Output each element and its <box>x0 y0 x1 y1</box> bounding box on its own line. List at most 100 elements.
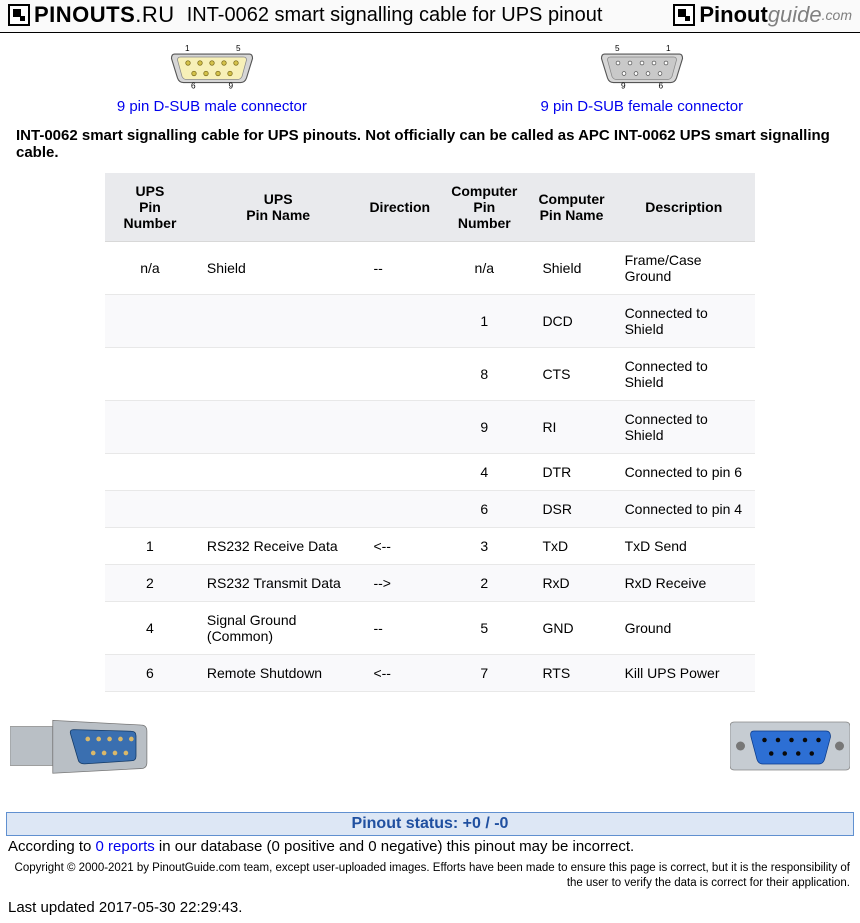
table-cell: TxD Send <box>613 528 755 565</box>
table-cell: RTS <box>530 655 612 692</box>
logo-square-icon <box>8 4 30 26</box>
socket-icon <box>783 751 788 756</box>
page-header: PINOUTS.RU INT-0062 smart signalling cab… <box>0 0 860 33</box>
logo-guide-text: guide <box>768 2 822 28</box>
table-col-header: Description <box>613 173 755 242</box>
logo-pinouts-ru[interactable]: PINOUTS.RU <box>8 2 175 28</box>
table-cell: 6 <box>438 491 530 528</box>
table-cell: --> <box>361 565 438 602</box>
table-cell: Connected to Shield <box>613 401 755 454</box>
socket-icon <box>776 738 781 743</box>
table-cell: 4 <box>105 602 195 655</box>
female-connector-link[interactable]: 9 pin D-SUB female connector <box>541 98 744 115</box>
pin-icon <box>124 751 129 756</box>
logo-pinoutguide[interactable]: Pinoutguide.com <box>673 2 852 28</box>
table-cell: 5 <box>438 602 530 655</box>
table-cell: Frame/Case Ground <box>613 242 755 295</box>
screw-icon <box>736 742 745 751</box>
table-cell: 6 <box>105 655 195 692</box>
table-cell <box>195 454 362 491</box>
table-cell: TxD <box>530 528 612 565</box>
table-cell: RS232 Receive Data <box>195 528 362 565</box>
table-row: 2RS232 Transmit Data-->2RxDRxD Receive <box>105 565 755 602</box>
table-cell <box>361 454 438 491</box>
logo-square-icon <box>673 4 695 26</box>
table-cell: <-- <box>361 655 438 692</box>
reports-link[interactable]: 0 reports <box>96 838 155 855</box>
table-cell: <-- <box>361 528 438 565</box>
table-cell: CTS <box>530 348 612 401</box>
table-cell: DTR <box>530 454 612 491</box>
table-cell: DSR <box>530 491 612 528</box>
table-cell: n/a <box>438 242 530 295</box>
table-cell <box>105 454 195 491</box>
pin-icon <box>85 737 90 742</box>
table-cell: 4 <box>438 454 530 491</box>
table-cell: Connected to pin 4 <box>613 491 755 528</box>
socket-icon <box>658 72 662 76</box>
table-row: 1RS232 Receive Data<--3TxDTxD Send <box>105 528 755 565</box>
table-cell: 7 <box>438 655 530 692</box>
pin-icon <box>222 61 227 66</box>
table-col-header: UPSPin Name <box>195 173 362 242</box>
table-col-header: UPSPin Number <box>105 173 195 242</box>
pin-icon <box>216 71 221 76</box>
table-cell <box>195 401 362 454</box>
socket-icon <box>664 61 668 65</box>
table-cell <box>361 348 438 401</box>
socket-icon <box>796 751 801 756</box>
db9-male-diagram: 1 5 6 9 <box>167 43 257 89</box>
table-col-header: ComputerPin Number <box>438 173 530 242</box>
logo-pin: Pinout <box>699 2 767 28</box>
table-cell: n/a <box>105 242 195 295</box>
page-title: INT-0062 smart signalling cable for UPS … <box>187 4 603 27</box>
table-cell: Ground <box>613 602 755 655</box>
socket-icon <box>803 738 808 743</box>
table-row: 4DTRConnected to pin 6 <box>105 454 755 491</box>
table-cell: Connected to Shield <box>613 348 755 401</box>
male-connector-link[interactable]: 9 pin D-SUB male connector <box>117 98 307 115</box>
pin-num-6: 6 <box>191 82 196 90</box>
pin-num-5: 5 <box>236 44 241 53</box>
logo-com: .com <box>822 7 852 23</box>
table-cell: Shield <box>530 242 612 295</box>
pin-icon <box>234 61 239 66</box>
table-row: 6DSRConnected to pin 4 <box>105 491 755 528</box>
backshell <box>10 727 53 766</box>
table-row: 1DCDConnected to Shield <box>105 295 755 348</box>
table-cell: Kill UPS Power <box>613 655 755 692</box>
pin-num-5: 5 <box>615 44 620 53</box>
pinout-status-bar: Pinout status: +0 / -0 <box>6 812 854 836</box>
socket-icon <box>640 61 644 65</box>
table-row: 8CTSConnected to Shield <box>105 348 755 401</box>
pin-icon <box>186 61 191 66</box>
db9-male-photo[interactable] <box>10 710 150 782</box>
table-cell <box>105 401 195 454</box>
status-before: According to <box>8 838 96 855</box>
insert <box>70 730 136 764</box>
connector-diagrams-row: 1 5 6 9 9 pin D-SUB male connector 5 1 <box>0 43 860 115</box>
last-updated-text: Last updated 2017-05-30 22:29:43. <box>0 895 860 920</box>
table-cell <box>195 348 362 401</box>
pinout-status-text: According to 0 reports in our database (… <box>0 836 860 857</box>
pin-num-9: 9 <box>621 82 626 90</box>
table-cell: 8 <box>438 348 530 401</box>
table-cell: Shield <box>195 242 362 295</box>
table-body: n/aShield--n/aShieldFrame/Case Ground1DC… <box>105 242 755 692</box>
pin-icon <box>96 737 101 742</box>
table-cell <box>195 491 362 528</box>
table-cell: RxD <box>530 565 612 602</box>
socket-icon <box>816 738 821 743</box>
table-cell: 3 <box>438 528 530 565</box>
db9-female-diagram: 5 1 9 6 <box>597 43 687 89</box>
table-cell: -- <box>361 242 438 295</box>
pin-icon <box>91 751 96 756</box>
pin-num-9: 9 <box>228 82 233 90</box>
db9-female-photo[interactable] <box>730 714 850 778</box>
pin-icon <box>102 751 107 756</box>
pin-icon <box>118 737 123 742</box>
table-cell <box>105 491 195 528</box>
table-cell: DCD <box>530 295 612 348</box>
table-cell: RS232 Transmit Data <box>195 565 362 602</box>
pin-num-1: 1 <box>185 44 190 53</box>
